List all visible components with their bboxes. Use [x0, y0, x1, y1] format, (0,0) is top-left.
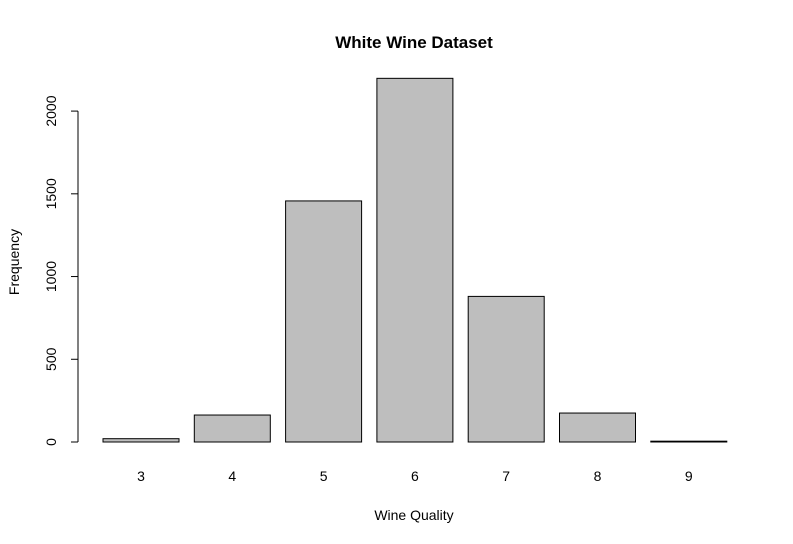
bar-quality-3	[102, 438, 180, 443]
chart-title: White Wine Dataset	[335, 33, 493, 52]
bar-quality-8	[559, 412, 636, 443]
bar-quality-9	[650, 440, 728, 443]
y-axis-label: Frequency	[6, 229, 22, 295]
bar-quality-6	[376, 77, 454, 443]
x-tick-label: 4	[228, 468, 236, 484]
bar-quality-7	[467, 295, 545, 443]
bar-quality-4	[193, 414, 271, 443]
y-tick-label: 2000	[43, 95, 59, 126]
y-tick-label: 1000	[43, 261, 59, 292]
x-tick-label: 8	[594, 468, 602, 484]
bars-group	[102, 77, 728, 443]
y-axis-ticks: 0 500 1000 1500 2000	[43, 95, 78, 446]
x-tick-label: 6	[411, 468, 419, 484]
x-tick-label: 9	[685, 468, 693, 484]
x-tick-label: 7	[502, 468, 510, 484]
x-axis-tick-labels: 3 4 5 6 7 8 9	[137, 468, 693, 484]
x-tick-label: 5	[320, 468, 328, 484]
y-tick-label: 500	[43, 347, 59, 371]
y-tick-label: 0	[43, 438, 59, 446]
bar-quality-5	[285, 200, 363, 443]
y-tick-label: 1500	[43, 178, 59, 209]
x-axis-label: Wine Quality	[374, 507, 453, 523]
x-tick-label: 3	[137, 468, 145, 484]
